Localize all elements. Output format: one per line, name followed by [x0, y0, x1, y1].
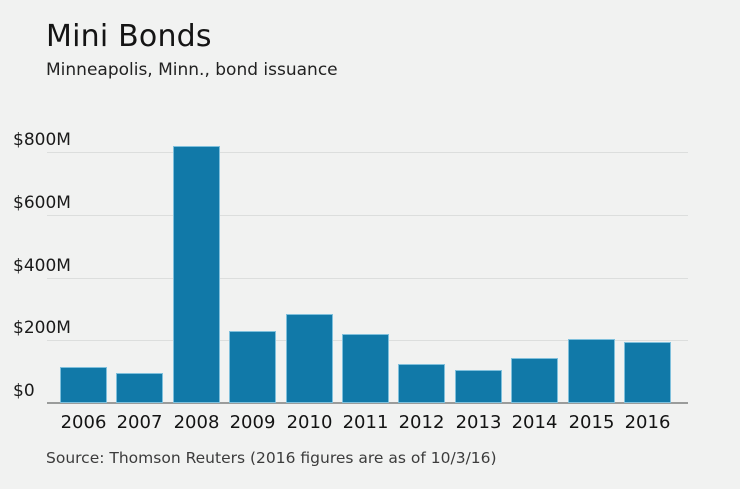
x-axis-tick-label: 2013 [455, 412, 502, 433]
x-axis-tick-label: 2010 [286, 412, 333, 433]
x-axis-tick-label: 2015 [568, 412, 615, 433]
y-axis-tick-label: $800M [13, 130, 71, 150]
x-axis-tick-label: 2008 [173, 412, 220, 433]
chart-subtitle: Minneapolis, Minn., bond issuance [46, 60, 338, 80]
gridline [47, 277, 688, 279]
bar-2010 [286, 314, 333, 403]
chart-title: Mini Bonds [46, 19, 212, 54]
x-axis-tick-label: 2014 [511, 412, 558, 433]
bar-2006 [60, 367, 107, 403]
x-axis-tick-label: 2009 [229, 412, 276, 433]
y-axis-tick-label: $200M [13, 318, 71, 339]
bar-2013 [455, 370, 502, 403]
bar-2014 [511, 358, 558, 403]
x-axis-tick-label: 2007 [116, 412, 163, 433]
source-note: Source: Thomson Reuters (2016 figures ar… [46, 449, 497, 467]
bar-2007 [116, 373, 163, 403]
x-axis-tick-label: 2016 [624, 412, 671, 433]
bar-2009 [229, 331, 276, 403]
x-axis-line [47, 402, 688, 404]
x-axis-tick-label: 2006 [60, 412, 107, 433]
bar-2016 [624, 342, 671, 403]
x-axis-tick-label: 2012 [398, 412, 445, 433]
y-axis-tick-label: $600M [13, 192, 71, 213]
y-axis-tick-label: $400M [13, 255, 71, 276]
bar-2015 [568, 339, 615, 403]
bar-2008 [173, 146, 220, 403]
bar-2011 [342, 334, 389, 403]
bar-2012 [398, 364, 445, 403]
gridline [47, 214, 688, 216]
gridline [47, 152, 688, 153]
x-axis-tick-label: 2011 [342, 412, 389, 433]
y-axis-tick-label: $0 [13, 381, 35, 401]
